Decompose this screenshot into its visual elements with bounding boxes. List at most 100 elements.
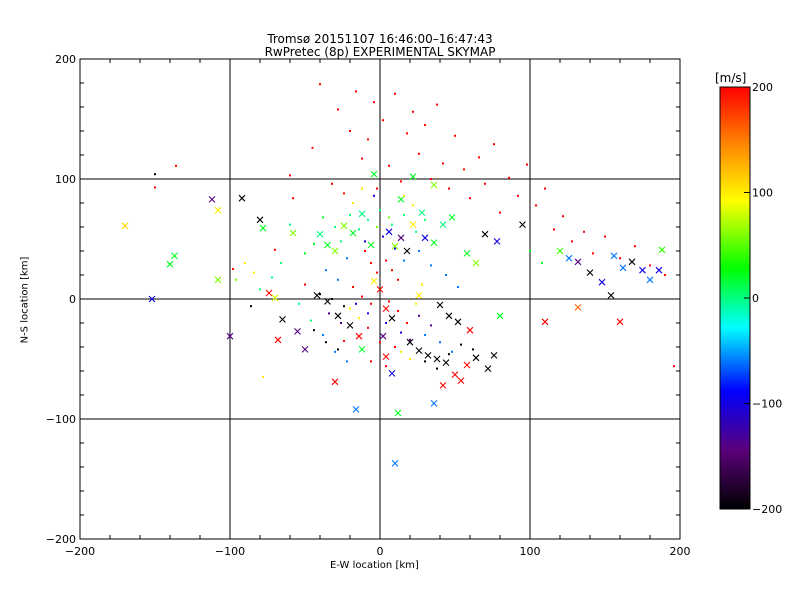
scatter-point-x xyxy=(388,314,396,322)
x-marker-stroke xyxy=(340,222,348,230)
x-marker-stroke xyxy=(574,258,582,266)
scatter-point-dot xyxy=(322,334,324,336)
scatter-point-dot xyxy=(406,322,408,324)
scatter-point-dot xyxy=(508,176,510,179)
x-marker-stroke xyxy=(433,355,441,363)
scatter-point-dot xyxy=(304,283,306,286)
scatter-point-dot xyxy=(415,302,417,305)
scatter-point-dot xyxy=(274,248,276,251)
x-marker-stroke xyxy=(370,170,378,178)
x-marker-stroke xyxy=(430,181,438,189)
scatter-point-dot xyxy=(292,197,294,200)
scatter-point-dot xyxy=(358,317,360,320)
x-marker-stroke xyxy=(331,247,339,255)
scatter-point-x xyxy=(442,359,450,366)
scatter-point-x xyxy=(397,234,405,242)
scatter-point-dot xyxy=(649,264,651,267)
x-marker-stroke xyxy=(493,238,501,245)
scatter-point-dot xyxy=(358,228,360,231)
x-marker-stroke xyxy=(658,246,666,254)
x-marker-stroke xyxy=(457,377,465,384)
scatter-point-x xyxy=(445,312,453,320)
scatter-point-x xyxy=(388,370,396,377)
x-marker-stroke xyxy=(439,221,447,228)
scatter-point-dot xyxy=(397,310,399,312)
x-marker-stroke xyxy=(646,276,654,284)
scatter-point-dot xyxy=(424,360,426,363)
scatter-point-x xyxy=(493,238,501,245)
scatter-point-dot xyxy=(334,226,336,228)
scatter-point-x xyxy=(433,355,441,363)
scatter-point-dot xyxy=(325,341,327,344)
scatter-point-dot xyxy=(535,204,537,207)
x-marker-stroke xyxy=(214,206,222,214)
x-marker-stroke xyxy=(463,361,471,369)
x-marker-stroke xyxy=(610,252,618,260)
scatter-point-x xyxy=(598,278,606,286)
x-marker-stroke xyxy=(376,286,384,293)
colorbar-frame xyxy=(719,86,751,510)
scatter-point-dot xyxy=(544,187,546,190)
scatter-point-dot xyxy=(355,90,357,93)
scatter-point-dot xyxy=(271,276,273,279)
x-marker-stroke xyxy=(379,332,387,340)
scatter-point-x xyxy=(406,338,414,346)
scatter-point-x xyxy=(466,326,474,334)
scatter-point-x xyxy=(409,221,417,228)
scatter-point-dot xyxy=(337,108,339,111)
x-marker-stroke xyxy=(442,359,450,366)
scatter-point-x xyxy=(279,316,286,323)
x-marker-stroke xyxy=(358,346,366,353)
x-marker-stroke xyxy=(367,241,375,249)
scatter-point-x xyxy=(391,242,399,250)
scatter-point-dot xyxy=(343,340,345,342)
scatter-point-x xyxy=(382,353,390,360)
scatter-point-x xyxy=(586,269,594,276)
x-marker-stroke xyxy=(451,371,459,378)
scatter-point-dot xyxy=(451,350,453,353)
scatter-point-x xyxy=(439,382,447,389)
x-marker-stroke xyxy=(484,365,492,372)
x-marker-stroke xyxy=(382,353,390,360)
scatter-point-dot xyxy=(388,300,390,303)
scatter-point-x xyxy=(616,318,624,326)
scatter-point-x xyxy=(324,241,331,249)
scatter-point-dot xyxy=(154,186,156,189)
x-marker-stroke xyxy=(415,292,423,299)
x-marker-stroke xyxy=(301,346,309,353)
scatter-point-dot xyxy=(526,163,528,166)
scatter-point-dot xyxy=(376,226,378,228)
y-tick-label: −200 xyxy=(46,533,76,546)
scatter-point-dot xyxy=(403,194,405,197)
scatter-point-dot xyxy=(673,365,675,368)
scatter-point-dot xyxy=(379,209,381,212)
x-marker-stroke xyxy=(385,228,393,236)
scatter-point-x xyxy=(424,352,432,359)
scatter-point-x xyxy=(148,295,156,303)
scatter-point-dot xyxy=(370,360,372,363)
scatter-point-dot xyxy=(421,283,423,286)
scatter-point-dot xyxy=(439,341,441,344)
scatter-point-x xyxy=(238,194,246,202)
scatter-point-dot xyxy=(343,192,345,195)
x-marker-stroke xyxy=(586,269,594,276)
colorbar-tick-label: 200 xyxy=(752,81,773,94)
x-marker-stroke xyxy=(565,254,573,262)
scatter-point-dot xyxy=(319,83,321,86)
x-marker-stroke xyxy=(388,370,396,377)
scatter-point-dot xyxy=(367,218,369,221)
x-marker-stroke xyxy=(430,239,438,246)
x-marker-stroke xyxy=(391,242,399,250)
scatter-point-dot xyxy=(343,305,345,308)
scatter-point-dot xyxy=(367,138,369,141)
grid-lines xyxy=(80,59,680,539)
scatter-point-dot xyxy=(352,202,354,204)
x-marker-stroke xyxy=(331,378,339,386)
colorbar-ticks: 200 100 0 −100 −200 xyxy=(719,81,782,516)
x-marker-stroke xyxy=(472,259,480,267)
scatter-point-dot xyxy=(463,168,465,171)
scatter-point-x xyxy=(331,247,339,255)
x-marker-stroke xyxy=(355,332,363,340)
x-tick-label: 0 xyxy=(377,545,384,558)
x-marker-stroke xyxy=(496,312,504,320)
